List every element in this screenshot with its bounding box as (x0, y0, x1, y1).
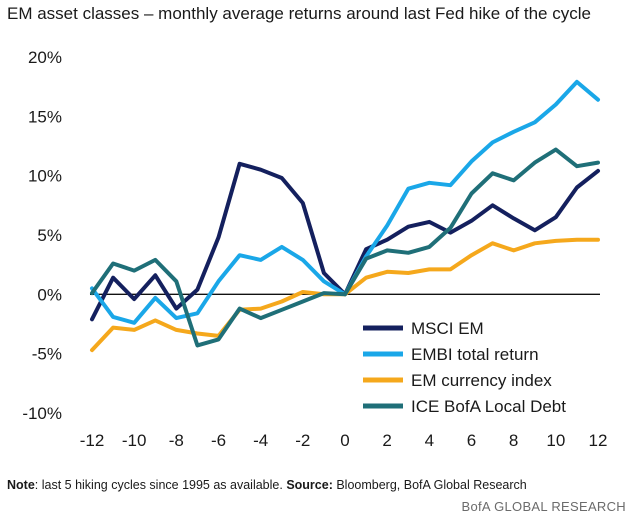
x-tick-label: -6 (211, 431, 226, 450)
x-axis-ticks: -12 -10 -8 -6 -4 -2 0 2 4 6 8 10 12 (80, 431, 608, 450)
source-credit: BofA GLOBAL RESEARCH (461, 499, 626, 514)
y-tick-label: 20% (28, 48, 62, 67)
x-tick-label: 8 (509, 431, 518, 450)
x-tick-label: 6 (467, 431, 476, 450)
x-tick-label: 0 (340, 431, 349, 450)
series-line-2 (90, 79, 600, 325)
y-tick-label: 5% (37, 226, 62, 245)
x-tick-label: -4 (253, 431, 268, 450)
series-line-4 (90, 147, 600, 348)
y-tick-label: 10% (28, 167, 62, 186)
footnote: Note: last 5 hiking cycles since 1995 as… (7, 478, 527, 492)
x-tick-label: -12 (80, 431, 105, 450)
x-tick-label: 2 (382, 431, 391, 450)
legend-label: ICE BofA Local Debt (411, 397, 566, 416)
chart-title: EM asset classes – monthly average retur… (7, 4, 591, 23)
legend: MSCI EM EMBI total return EM currency inde… (363, 319, 566, 416)
y-tick-label: -10% (22, 404, 62, 423)
legend-label: EMBI total return (411, 345, 539, 364)
source-text: Bloomberg, BofA Global Research (332, 478, 527, 492)
x-tick-label: 10 (546, 431, 565, 450)
note-label: Note (7, 478, 35, 492)
x-tick-label: -10 (122, 431, 147, 450)
x-tick-label: 4 (425, 431, 434, 450)
line-chart: 20% 15% 10% 5% 0% -5% -10% -12 -10 -8 -6 -4 -2 0 2 4 6 8… (22, 48, 608, 450)
y-tick-label: 0% (37, 285, 62, 304)
note-text: : last 5 hiking cycles since 1995 as ava… (34, 478, 287, 492)
y-tick-label: 15% (28, 107, 62, 126)
legend-label: EM currency index (411, 371, 552, 390)
x-tick-label: 12 (589, 431, 608, 450)
legend-label: MSCI EM (411, 319, 484, 338)
source-label: Source: (286, 478, 333, 492)
y-tick-label: -5% (32, 345, 62, 364)
y-axis-ticks: 20% 15% 10% 5% 0% -5% -10% (22, 48, 62, 423)
x-tick-label: -8 (169, 431, 184, 450)
x-tick-label: -2 (295, 431, 310, 450)
series-lines (90, 79, 600, 353)
